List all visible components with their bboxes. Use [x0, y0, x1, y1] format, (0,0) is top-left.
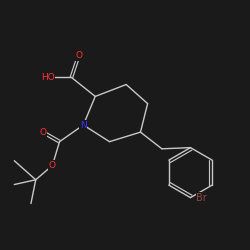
- Text: Br: Br: [196, 192, 207, 202]
- Text: N: N: [80, 120, 87, 130]
- Text: O: O: [75, 52, 82, 60]
- Text: O: O: [49, 161, 56, 170]
- Text: HO: HO: [41, 73, 54, 82]
- Text: O: O: [39, 128, 46, 137]
